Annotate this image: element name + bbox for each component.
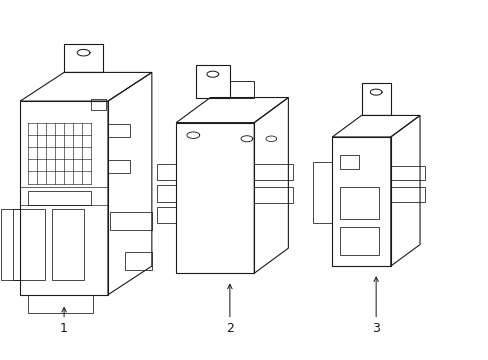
Text: 2: 2	[225, 284, 233, 335]
Text: 3: 3	[371, 277, 379, 335]
Text: 1: 1	[60, 307, 68, 335]
